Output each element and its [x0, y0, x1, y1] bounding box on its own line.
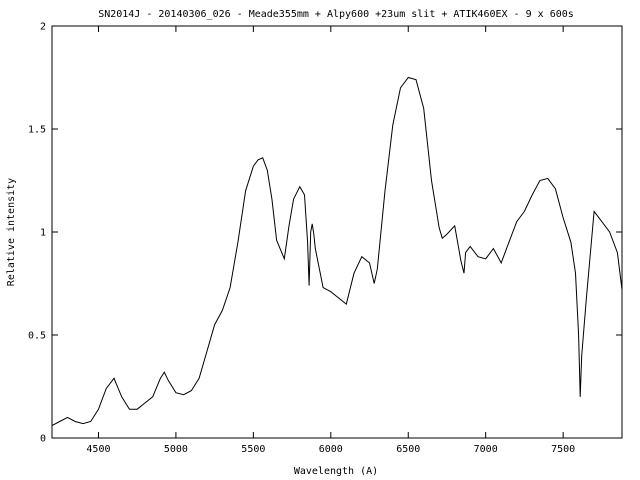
x-tick-label: 5500	[241, 444, 265, 455]
x-tick-label: 7000	[474, 444, 498, 455]
x-tick-label: 5000	[164, 444, 188, 455]
y-tick-label: 1.5	[28, 125, 46, 136]
x-tick-label: 6000	[319, 444, 343, 455]
x-tick-label: 7500	[551, 444, 575, 455]
y-axis: 0 0.5 1 1.5 2	[28, 22, 622, 445]
x-tick-label: 6500	[396, 444, 420, 455]
y-tick-label: 0.5	[28, 331, 46, 342]
plot-frame	[51, 25, 623, 439]
x-axis: 4500 5000 5500 6000 6500 7000 7500	[86, 26, 575, 455]
x-tick-label: 4500	[86, 444, 110, 455]
x-axis-label: Wavelength (A)	[294, 466, 378, 477]
spectrum-series-line	[51, 76, 623, 427]
chart-title: SN2014J - 20140306_026 - Meade355mm + Al…	[98, 9, 574, 20]
y-tick-label: 2	[40, 22, 46, 33]
y-axis-label: Relative intensity	[6, 178, 17, 286]
y-tick-label: 0	[40, 434, 46, 445]
y-tick-label: 1	[40, 228, 46, 239]
